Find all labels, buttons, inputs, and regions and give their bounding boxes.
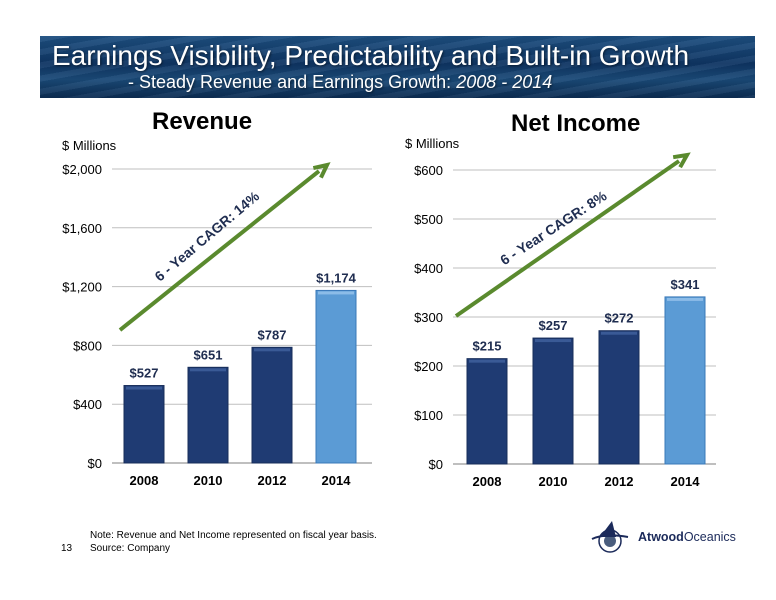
title-banner [40, 36, 755, 98]
bar-top-highlight [190, 368, 226, 372]
atwood-logo-icon [591, 521, 629, 553]
data-label: $651 [194, 347, 223, 362]
page-subtitle: - Steady Revenue and Earnings Growth: 20… [128, 72, 552, 93]
subtitle-years: 2008 - 2014 [456, 72, 553, 92]
data-label: $787 [258, 327, 287, 342]
y-tick-label: $100 [414, 408, 443, 423]
net-income-chart-title: Net Income [511, 110, 641, 137]
data-label: $341 [671, 277, 700, 292]
net-income-unit-label: $ Millions [405, 136, 460, 151]
y-tick-label: $1,600 [62, 221, 102, 236]
y-tick-label: $600 [414, 163, 443, 178]
x-tick-label: 2014 [671, 474, 701, 489]
bar-top-highlight [535, 339, 571, 343]
cagr-arrow-shaft [454, 159, 681, 318]
bar-2008 [466, 358, 508, 465]
footnote: Note: Revenue and Net Income represented… [90, 529, 377, 555]
x-tick-label: 2008 [473, 474, 502, 489]
bar-top-highlight [318, 291, 354, 295]
bar-2010 [187, 366, 229, 464]
cagr-annotation: 6 - Year CAGR: 14% [151, 188, 262, 285]
data-label: $272 [605, 311, 634, 326]
revenue-chart: $0 $400 $800 $1,200 $1,600 $2,000 $527 2008 $651… [62, 162, 372, 488]
bar-2008 [123, 385, 165, 464]
y-tick-label: $500 [414, 212, 443, 227]
logo-wordmark: AtwoodOceanics [638, 530, 736, 544]
cagr-arrow-head-icon [312, 162, 331, 179]
bar-2012 [598, 330, 640, 465]
y-tick-label: $400 [414, 261, 443, 276]
bar-2010 [532, 337, 574, 465]
y-tick-label: $200 [414, 359, 443, 374]
bar-2012 [251, 346, 293, 464]
page-title: Earnings Visibility, Predictability and … [52, 40, 690, 71]
y-tick-label: $300 [414, 310, 443, 325]
x-tick-label: 2010 [194, 473, 223, 488]
y-tick-label: $1,200 [62, 280, 102, 295]
bar-top-highlight [601, 331, 637, 335]
x-tick-label: 2014 [322, 473, 352, 488]
page-number: 13 [61, 543, 73, 554]
logo-name-light: Oceanics [683, 530, 736, 544]
y-tick-label: $800 [73, 338, 102, 353]
footnote-note: Note: Revenue and Net Income represented… [90, 530, 377, 541]
cagr-annotation: 6 - Year CAGR: 8% [497, 187, 610, 268]
x-tick-label: 2010 [539, 474, 568, 489]
y-tick-label: $2,000 [62, 162, 102, 177]
x-tick-label: 2012 [605, 474, 634, 489]
data-label: $527 [130, 366, 159, 381]
data-label: $257 [539, 318, 568, 333]
revenue-unit-label: $ Millions [62, 138, 117, 153]
y-tick-label: $0 [429, 457, 443, 472]
subtitle-text: - Steady Revenue and Earnings Growth: [128, 72, 457, 92]
data-label: $215 [473, 339, 502, 354]
data-label: $1,174 [316, 270, 357, 285]
bar-top-highlight [254, 348, 290, 352]
bar-2014 [315, 289, 357, 464]
bar-top-highlight [126, 386, 162, 390]
bar-top-highlight [469, 359, 505, 363]
y-tick-label: $400 [73, 397, 102, 412]
net-income-chart: $0 $100 $200 $300 $400 $500 $600 $215 2008 $257 20… [414, 152, 716, 489]
cagr-arrow-shaft [118, 169, 321, 332]
bar-2014 [664, 296, 706, 465]
bar-top-highlight [667, 297, 703, 301]
y-tick-label: $0 [88, 456, 102, 471]
cagr-arrow-head-icon [672, 152, 691, 169]
x-tick-label: 2008 [130, 473, 159, 488]
revenue-chart-title: Revenue [152, 108, 253, 135]
x-tick-label: 2012 [258, 473, 287, 488]
footnote-source: Source: Company [90, 543, 171, 554]
logo-name-bold: Atwood [638, 530, 684, 544]
